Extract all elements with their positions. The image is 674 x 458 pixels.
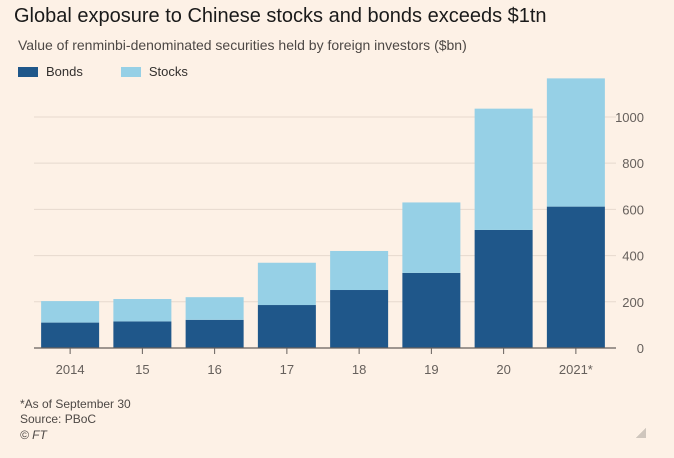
bar-bonds <box>546 206 605 348</box>
y-tick-label: 200 <box>622 295 644 310</box>
bar-bonds <box>257 305 316 348</box>
bar-stocks <box>185 297 244 320</box>
bar-bonds <box>113 321 172 348</box>
x-tick-label: 18 <box>352 362 366 377</box>
bar-bonds <box>41 322 100 348</box>
resize-grip-icon <box>636 428 646 438</box>
y-tick-label: 0 <box>637 341 644 356</box>
bar-stocks <box>113 299 172 322</box>
bar-stocks <box>257 262 316 306</box>
footnote-as-of: *As of September 30 <box>20 397 131 411</box>
x-tick-label: 2014 <box>56 362 85 377</box>
bar-stocks <box>41 301 100 323</box>
bar-bonds <box>474 229 533 348</box>
legend-label-stocks: Stocks <box>148 64 188 79</box>
bar-stocks <box>330 250 389 291</box>
x-tick-label: 16 <box>207 362 221 377</box>
legend-swatch-stocks <box>120 66 141 77</box>
x-tick-label: 20 <box>496 362 510 377</box>
chart-legend: Bonds Stocks <box>18 64 226 79</box>
bar-bonds <box>185 319 244 348</box>
bar-bonds <box>330 290 389 348</box>
y-tick-label: 800 <box>622 156 644 171</box>
chart-title: Global exposure to Chinese stocks and bo… <box>14 5 547 27</box>
legend-item-stocks: Stocks <box>120 64 188 79</box>
y-tick-label: 1000 <box>615 110 644 125</box>
x-tick-label: 15 <box>135 362 149 377</box>
bar-stocks <box>474 108 533 230</box>
bar-stocks <box>546 78 605 207</box>
source-note: Source: PBoC <box>20 412 97 426</box>
legend-label-bonds: Bonds <box>46 64 83 79</box>
ft-credit: © FT <box>20 428 47 442</box>
bar-bonds <box>402 272 461 348</box>
bar-stocks <box>402 202 461 273</box>
y-tick-label: 400 <box>622 249 644 264</box>
legend-item-bonds: Bonds <box>18 64 83 79</box>
x-tick-label: 17 <box>280 362 294 377</box>
legend-swatch-bonds <box>18 66 38 77</box>
chart-subtitle: Value of renminbi-denominated securities… <box>18 37 467 53</box>
x-tick-label: 2021* <box>559 362 593 377</box>
x-tick-label: 19 <box>424 362 438 377</box>
y-tick-label: 600 <box>622 202 644 217</box>
